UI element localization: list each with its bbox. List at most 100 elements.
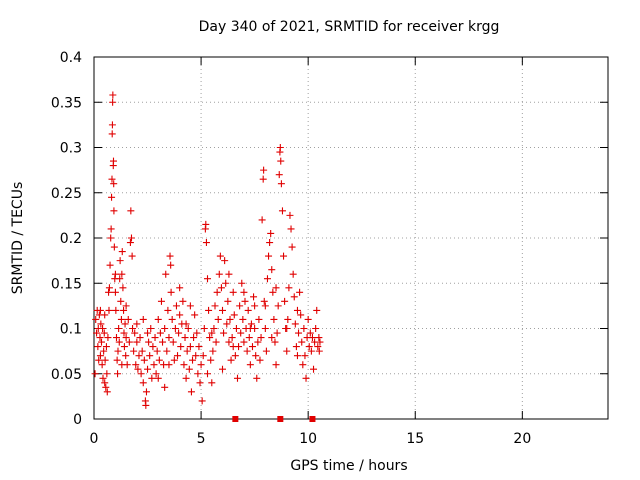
data-point [190,334,198,342]
data-point [255,315,263,323]
data-point [112,306,120,314]
data-point [186,343,194,351]
data-point [228,334,236,342]
data-point [127,234,135,242]
data-point [129,325,137,332]
data-point [297,311,305,319]
data-point [113,356,121,364]
data-point [183,347,191,355]
data-point [131,329,139,337]
x-tick-label: 20 [513,431,531,447]
data-point [290,293,298,301]
data-point [296,288,304,296]
data-point [278,207,286,215]
data-point [246,361,254,369]
data-point [185,365,193,373]
data-point [198,397,206,405]
data-point [106,261,114,269]
data-point [176,311,184,319]
data-point [145,338,153,346]
data-point [246,325,254,332]
data-point [193,329,201,337]
data-point [240,338,248,346]
data-point [111,270,119,278]
data-point [283,325,291,332]
data-point [288,243,296,251]
data-point [135,352,143,360]
data-point [265,252,273,260]
x-axis-label: GPS time / hours [290,458,407,474]
zero-marker [232,416,239,422]
data-point [196,379,204,387]
data-point [109,91,117,99]
data-point [268,334,276,342]
data-point [157,297,165,305]
data-point [274,302,282,310]
data-point [232,325,240,332]
data-point [92,315,100,323]
data-point [104,334,112,342]
data-point [250,293,258,301]
x-tick-label: 15 [406,431,424,447]
data-point [210,325,218,332]
data-point [280,252,288,260]
data-point [117,315,125,323]
data-point [118,270,126,278]
y-tick-label: 0.2 [60,231,82,247]
data-point [204,275,212,283]
data-point [184,325,192,332]
data-point [168,315,176,323]
data-point [221,257,229,265]
data-point [96,352,104,360]
y-axis-label: SRMTID / TECUs [10,182,26,295]
data-point [116,257,124,265]
data-point [256,356,264,364]
data-point [287,225,295,233]
data-point [110,207,118,215]
data-point [298,338,306,346]
data-point [118,361,126,369]
data-point [103,370,111,378]
data-point [208,379,216,387]
y-tick-label: 0.3 [60,141,82,157]
data-point [139,315,147,323]
data-point [202,220,210,228]
data-point [132,361,140,369]
data-point [275,171,283,179]
data-point [112,334,120,342]
data-point [108,175,116,183]
data-point [154,374,162,382]
data-point [97,338,105,346]
data-point [281,297,289,305]
data-point [307,347,315,355]
data-point [225,338,233,346]
data-point [109,98,117,106]
data-point [211,302,219,310]
data-point [261,325,269,332]
data-point [177,343,185,351]
data-point [98,361,106,369]
data-point [102,383,110,391]
data-point [144,365,152,373]
data-point [93,329,101,337]
data-point [134,365,142,373]
data-point [118,248,126,256]
data-point [167,261,175,269]
data-point [133,320,141,328]
data-point [159,338,167,346]
data-point [163,347,171,355]
data-point [195,343,203,351]
data-point [230,311,238,319]
data-point [310,365,318,373]
data-point [182,374,190,382]
data-point [314,343,322,351]
data-point [301,352,309,360]
data-point [142,401,150,409]
data-point [313,306,321,314]
data-point [240,288,248,296]
data-point [153,347,161,355]
data-point [258,216,266,224]
y-tick-label: 0 [73,412,82,428]
data-point [149,343,157,351]
data-point [142,388,150,396]
